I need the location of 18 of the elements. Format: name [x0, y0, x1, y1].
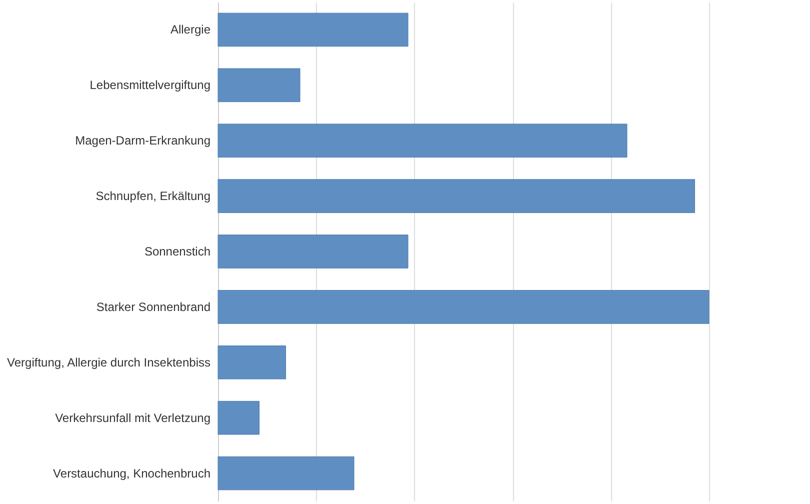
- y-tick-label: Starker Sonnenbrand: [96, 300, 210, 314]
- y-tick-label: Magen-Darm-Erkrankung: [75, 134, 210, 148]
- bar: [218, 346, 286, 380]
- y-tick-label: Verstauchung, Knochenbruch: [53, 466, 210, 480]
- bar: [218, 124, 628, 158]
- y-tick-label: Vergiftung, Allergie durch Insektenbiss: [7, 355, 210, 370]
- y-tick-label: Lebensmittelvergiftung: [90, 78, 210, 92]
- bar: [218, 400, 260, 435]
- bar: [218, 290, 710, 324]
- bar: [218, 456, 354, 490]
- bar: [218, 12, 408, 47]
- bar: [218, 234, 408, 268]
- bar: [218, 68, 300, 102]
- y-tick-label: Schnupfen, Erkältung: [96, 189, 210, 204]
- y-tick-label: Verkehrsunfall mit Verletzung: [55, 410, 210, 425]
- y-tick-label: Sonnenstich: [144, 244, 210, 258]
- bar: [218, 179, 696, 213]
- y-tick-label: Allergie: [170, 22, 211, 37]
